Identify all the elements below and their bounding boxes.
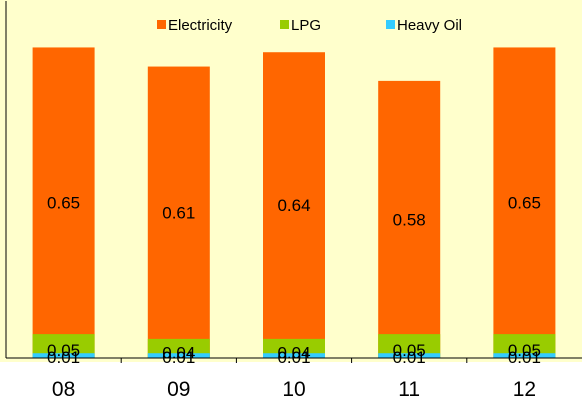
- legend-swatch-lpg: [280, 20, 289, 29]
- bar-heavy-oil-11: [378, 353, 441, 358]
- legend-label-heavy-oil: Heavy Oil: [397, 17, 462, 34]
- x-tick-label-09: 09: [167, 378, 190, 401]
- bar-heavy-oil-10: [263, 353, 325, 358]
- x-tick-label-10: 10: [282, 378, 305, 401]
- bar-lpg-12: [493, 334, 556, 358]
- bar-electricity-09: [147, 66, 210, 359]
- x-tick-label-08: 08: [52, 378, 75, 401]
- data-label-electricity-12: 0.65: [508, 194, 541, 213]
- data-label-electricity-11: 0.58: [393, 210, 426, 229]
- bar-electricity-12: [493, 47, 556, 358]
- bar-heavy-oil-09: [147, 353, 210, 358]
- bar-electricity-10: [263, 52, 325, 358]
- bar-lpg-08: [32, 334, 95, 358]
- bar-electricity-08: [32, 47, 95, 358]
- x-tick-label-11: 11: [398, 378, 420, 401]
- x-tick-group: 08 09 10 11 12: [52, 358, 536, 401]
- legend-swatch-electricity: [157, 20, 166, 29]
- bar-heavy-oil-08: [32, 353, 95, 358]
- data-label-lpg-11: 0.05: [393, 341, 426, 360]
- data-label-electricity-10: 0.64: [277, 196, 310, 215]
- bar-group: [32, 47, 556, 359]
- legend-swatch-heavy-oil: [386, 20, 395, 29]
- bar-electricity-11: [378, 80, 441, 358]
- legend-label-electricity: Electricity: [168, 17, 233, 34]
- data-label-electricity-09: 0.61: [162, 203, 195, 222]
- x-tick-label-12: 12: [513, 378, 536, 401]
- data-label-electricity-08: 0.65: [47, 194, 80, 213]
- data-label-lpg-12: 0.05: [508, 341, 541, 360]
- bar-heavy-oil-12: [493, 353, 556, 358]
- data-label-lpg-08: 0.05: [47, 341, 80, 360]
- bar-lpg-11: [378, 334, 441, 358]
- legend: Electricity LPG Heavy Oil: [157, 17, 462, 34]
- legend-label-lpg: LPG: [291, 17, 321, 34]
